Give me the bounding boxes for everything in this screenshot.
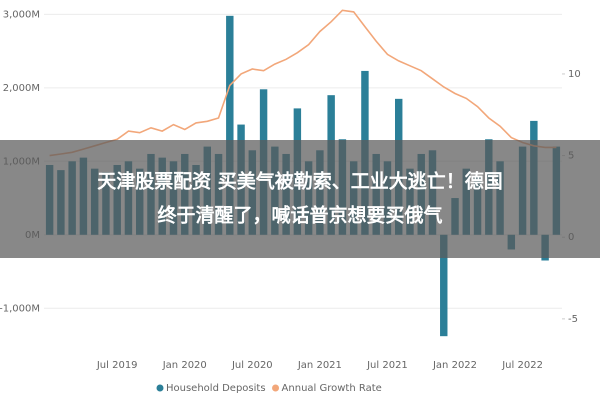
- banner-background: [0, 140, 600, 258]
- x-tick-label: Jul 2021: [366, 360, 408, 371]
- x-tick-label: Jan 2021: [297, 360, 342, 371]
- line: [49, 9, 557, 157]
- legend-label: Household Deposits: [166, 383, 266, 394]
- legend-label: Annual Growth Rate: [282, 383, 382, 394]
- x-tick-label: Jan 2022: [432, 360, 477, 371]
- x-tick-label: Jan 2020: [162, 360, 207, 371]
- bar: [226, 15, 234, 235]
- x-tick-label: Jul 2022: [501, 360, 543, 371]
- x-tick-label: Jul 2020: [231, 360, 273, 371]
- y-tick-label: 3,000M: [3, 9, 40, 20]
- x-tick-label: Jul 2019: [96, 360, 138, 371]
- legend-marker: [156, 384, 164, 392]
- bar: [440, 234, 448, 337]
- legend-marker: [272, 384, 280, 392]
- banner-line: 终于清醒了，喊话普京想要买俄气: [157, 204, 442, 227]
- y2-tick-label: 10: [568, 69, 581, 80]
- y2-tick-label: -5: [568, 314, 578, 325]
- y-tick-label: 2,000M: [3, 83, 40, 94]
- y-tick-label: -1,000M: [0, 303, 40, 314]
- banner-line: 天津股票配资 买美气被勒索、工业大逃亡！德国: [97, 170, 503, 193]
